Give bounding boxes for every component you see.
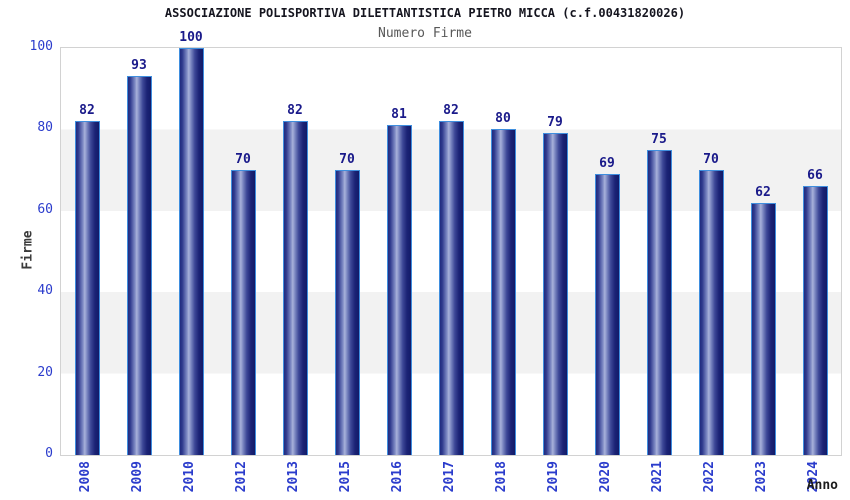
bar-value-label: 80 [495, 111, 511, 126]
bar-value-label: 66 [807, 168, 823, 183]
x-tick-label: 2016 [390, 461, 405, 493]
x-tick-label: 2017 [442, 461, 457, 493]
y-tick-label: 60 [37, 201, 53, 217]
bar-2019 [542, 133, 568, 455]
bar-2024 [802, 186, 828, 455]
y-tick-label: 20 [37, 364, 53, 380]
x-tick-label: 2010 [182, 461, 197, 493]
bar-2021 [646, 150, 672, 455]
bar-value-label: 75 [651, 132, 667, 147]
y-tick-label: 40 [37, 283, 53, 299]
bar-2015 [334, 170, 360, 455]
bar-value-label: 82 [79, 103, 95, 118]
x-tick-label: 2015 [338, 461, 353, 493]
x-tick-label: 2023 [754, 461, 769, 493]
chart-title: ASSOCIAZIONE POLISPORTIVA DILETTANTISTIC… [164, 6, 686, 20]
y-axis-label: Firme [20, 230, 36, 270]
bar-value-label: 81 [391, 107, 407, 122]
bar-value-label: 70 [339, 152, 355, 167]
x-tick-label: 2009 [130, 461, 145, 493]
bar-2016 [386, 125, 412, 455]
bar-value-label: 70 [235, 152, 251, 167]
bar-2022 [698, 170, 724, 455]
x-tick-label: 2008 [78, 461, 93, 493]
bar-value-label: 70 [703, 152, 719, 167]
x-tick-label: 2022 [702, 461, 717, 493]
plot-area: 82 93 100 70 82 70 81 82 80 79 69 75 70 62 66 [60, 31, 842, 456]
bar-value-label: 93 [131, 58, 147, 73]
bar-2008 [74, 121, 100, 455]
bar-2020 [594, 174, 620, 455]
x-tick-label: 2021 [650, 461, 665, 493]
x-tick-label: 2019 [546, 461, 561, 493]
bar-2009 [126, 76, 152, 455]
x-axis-label: Anno [806, 478, 838, 493]
y-tick-label: 0 [45, 446, 53, 461]
bar-value-label: 62 [755, 185, 771, 200]
x-tick-label: 2013 [286, 461, 301, 493]
bar-2010 [178, 48, 204, 455]
x-tick-label: 2020 [598, 461, 613, 493]
chart-subtitle: Numero Firme [378, 26, 472, 41]
y-tick-label: 80 [37, 120, 53, 136]
bar-2012 [230, 170, 256, 455]
y-tick-label: 100 [29, 39, 53, 54]
x-tick-label: 2012 [234, 461, 249, 493]
bar-2013 [282, 121, 308, 455]
bar-value-label: 82 [443, 103, 459, 118]
bar-2017 [438, 121, 464, 455]
bar-value-label: 69 [599, 156, 615, 171]
bar-2023 [750, 203, 776, 455]
bar-2018 [490, 129, 516, 455]
x-tick-label: 2018 [494, 461, 509, 493]
bar-value-label: 82 [287, 103, 303, 118]
bar-value-label: 79 [547, 115, 563, 130]
bar-value-label: 100 [179, 30, 203, 45]
